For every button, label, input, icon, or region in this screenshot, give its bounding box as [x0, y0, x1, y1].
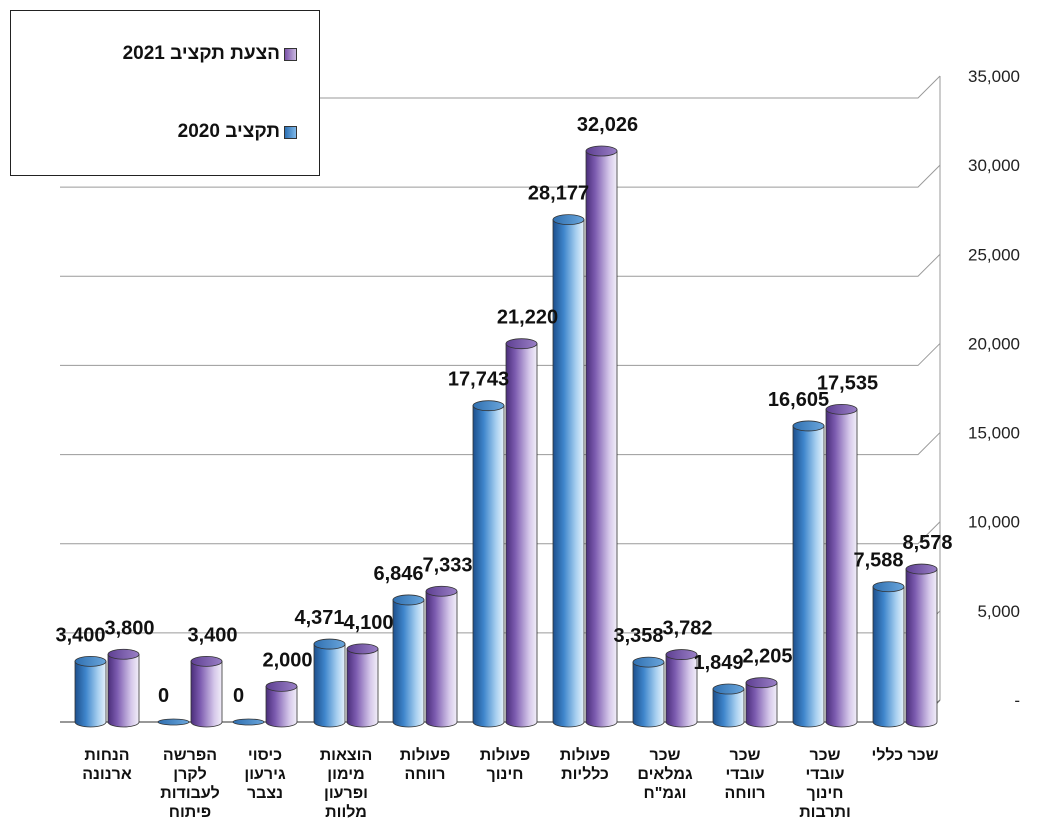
category-label-1: הפרשה לקרן לעבודות פיתוח — [160, 747, 220, 821]
legend-item-2021: הצעת תקציב 2021 — [123, 43, 297, 65]
bar-2021-7 — [665, 649, 698, 728]
data-label-2021-4: 7,333 — [422, 554, 472, 576]
data-label-2021-0: 3,800 — [104, 617, 154, 639]
bar-2020-0 — [74, 655, 107, 728]
gridline — [60, 432, 941, 456]
category-label-5: פעולות חינוך — [480, 746, 531, 783]
bar-2021-0 — [107, 648, 140, 728]
data-label-2021-1: 3,400 — [187, 624, 237, 646]
y-tick-label: 20,000 — [968, 334, 1020, 353]
bar-2020-2 — [232, 718, 265, 726]
gridline — [60, 343, 941, 366]
data-label-2020-0: 3,400 — [55, 624, 105, 646]
data-label-2020-9: 16,605 — [768, 389, 829, 411]
category-label-2: כיסוי גירעון נצבר — [244, 747, 286, 802]
y-tick-label: 30,000 — [968, 156, 1020, 175]
data-label-2020-8: 1,849 — [693, 652, 743, 674]
data-labels: 3,4003,80003,40002,0004,3714,1006,8467,3… — [55, 114, 952, 707]
legend-swatch-2020 — [284, 125, 297, 139]
bar-2021-9 — [825, 403, 858, 728]
bar-2021-4 — [425, 585, 458, 728]
data-label-2021-10: 8,578 — [902, 532, 952, 554]
bar-2020-6 — [552, 214, 585, 728]
data-label-2020-7: 3,358 — [613, 625, 663, 647]
data-label-2020-6: 28,177 — [528, 183, 589, 205]
data-label-2020-3: 4,371 — [294, 607, 344, 629]
bar-2021-10 — [905, 563, 938, 728]
category-label-3: הוצאות מימון ופרעון מלוות — [320, 747, 373, 821]
bar-2021-1 — [190, 655, 223, 728]
category-label-4: פעולות רווחה — [400, 746, 451, 783]
bar-2020-3 — [313, 638, 346, 728]
gridline — [60, 521, 941, 545]
bars — [74, 145, 938, 728]
bar-2020-10 — [872, 581, 905, 728]
gridline — [60, 75, 941, 99]
gridline — [60, 253, 941, 277]
gridline — [60, 164, 941, 188]
bar-2021-2 — [265, 680, 298, 728]
data-label-2020-2: 0 — [233, 685, 244, 707]
bar-2020-9 — [792, 420, 825, 728]
category-label-6: פעולות כלליות — [560, 746, 611, 783]
data-label-2021-3: 4,100 — [343, 612, 393, 634]
y-tick-label: 10,000 — [968, 513, 1020, 532]
data-label-2021-6: 32,026 — [577, 114, 638, 136]
legend-item-2020: תקציב 2020 — [178, 121, 297, 143]
bar-2020-4 — [392, 594, 425, 728]
data-label-2021-7: 3,782 — [662, 618, 712, 640]
category-label-8: שכר עובדי רווחה — [725, 747, 766, 802]
bar-2020-8 — [712, 683, 745, 728]
bar-2021-5 — [505, 338, 538, 728]
category-label-7: שכר גמלאים וגמ"ח — [637, 747, 693, 802]
category-label-10: שכר כללי — [872, 746, 939, 764]
data-label-2020-10: 7,588 — [853, 550, 903, 572]
bar-2021-3 — [346, 643, 379, 728]
data-label-2021-9: 17,535 — [817, 372, 878, 394]
y-tick-label: 15,000 — [968, 424, 1020, 443]
y-tick-label: 35,000 — [968, 67, 1020, 86]
data-label-2021-8: 2,205 — [742, 646, 792, 668]
legend-swatch-2021 — [284, 47, 297, 61]
legend-label-2021: הצעת תקציב 2021 — [122, 43, 280, 64]
bar-2021-8 — [745, 677, 778, 728]
legend-label-2020: תקציב 2020 — [177, 121, 280, 142]
category-label-9: שכר עובדי חינוך ותרבות — [799, 747, 851, 821]
data-label-2020-5: 17,743 — [448, 369, 509, 391]
bar-2021-6 — [585, 145, 618, 728]
category-labels: הנחות ארנונה הפרשה לקרן לעבודות פיתוח כיסוי גיר… — [82, 746, 938, 821]
category-label-0: הנחות ארנונה — [82, 747, 132, 783]
y-tick-label: 25,000 — [968, 245, 1020, 264]
y-tick-label: 5,000 — [977, 602, 1020, 621]
data-label-2021-5: 21,220 — [497, 307, 558, 329]
data-label-2021-2: 2,000 — [262, 649, 312, 671]
data-label-2020-4: 6,846 — [373, 563, 423, 585]
bar-2020-1 — [157, 718, 190, 726]
y-tick-label: - — [1014, 691, 1020, 710]
y-axis-ticks: - 5,000 10,000 15,000 20,000 25,000 30,000 35,0… — [968, 67, 1020, 710]
bar-2020-5 — [472, 400, 505, 728]
data-label-2020-1: 0 — [158, 685, 169, 707]
bar-2020-7 — [632, 656, 665, 728]
legend: הצעת תקציב 2021 תקציב 2020 — [10, 10, 320, 176]
